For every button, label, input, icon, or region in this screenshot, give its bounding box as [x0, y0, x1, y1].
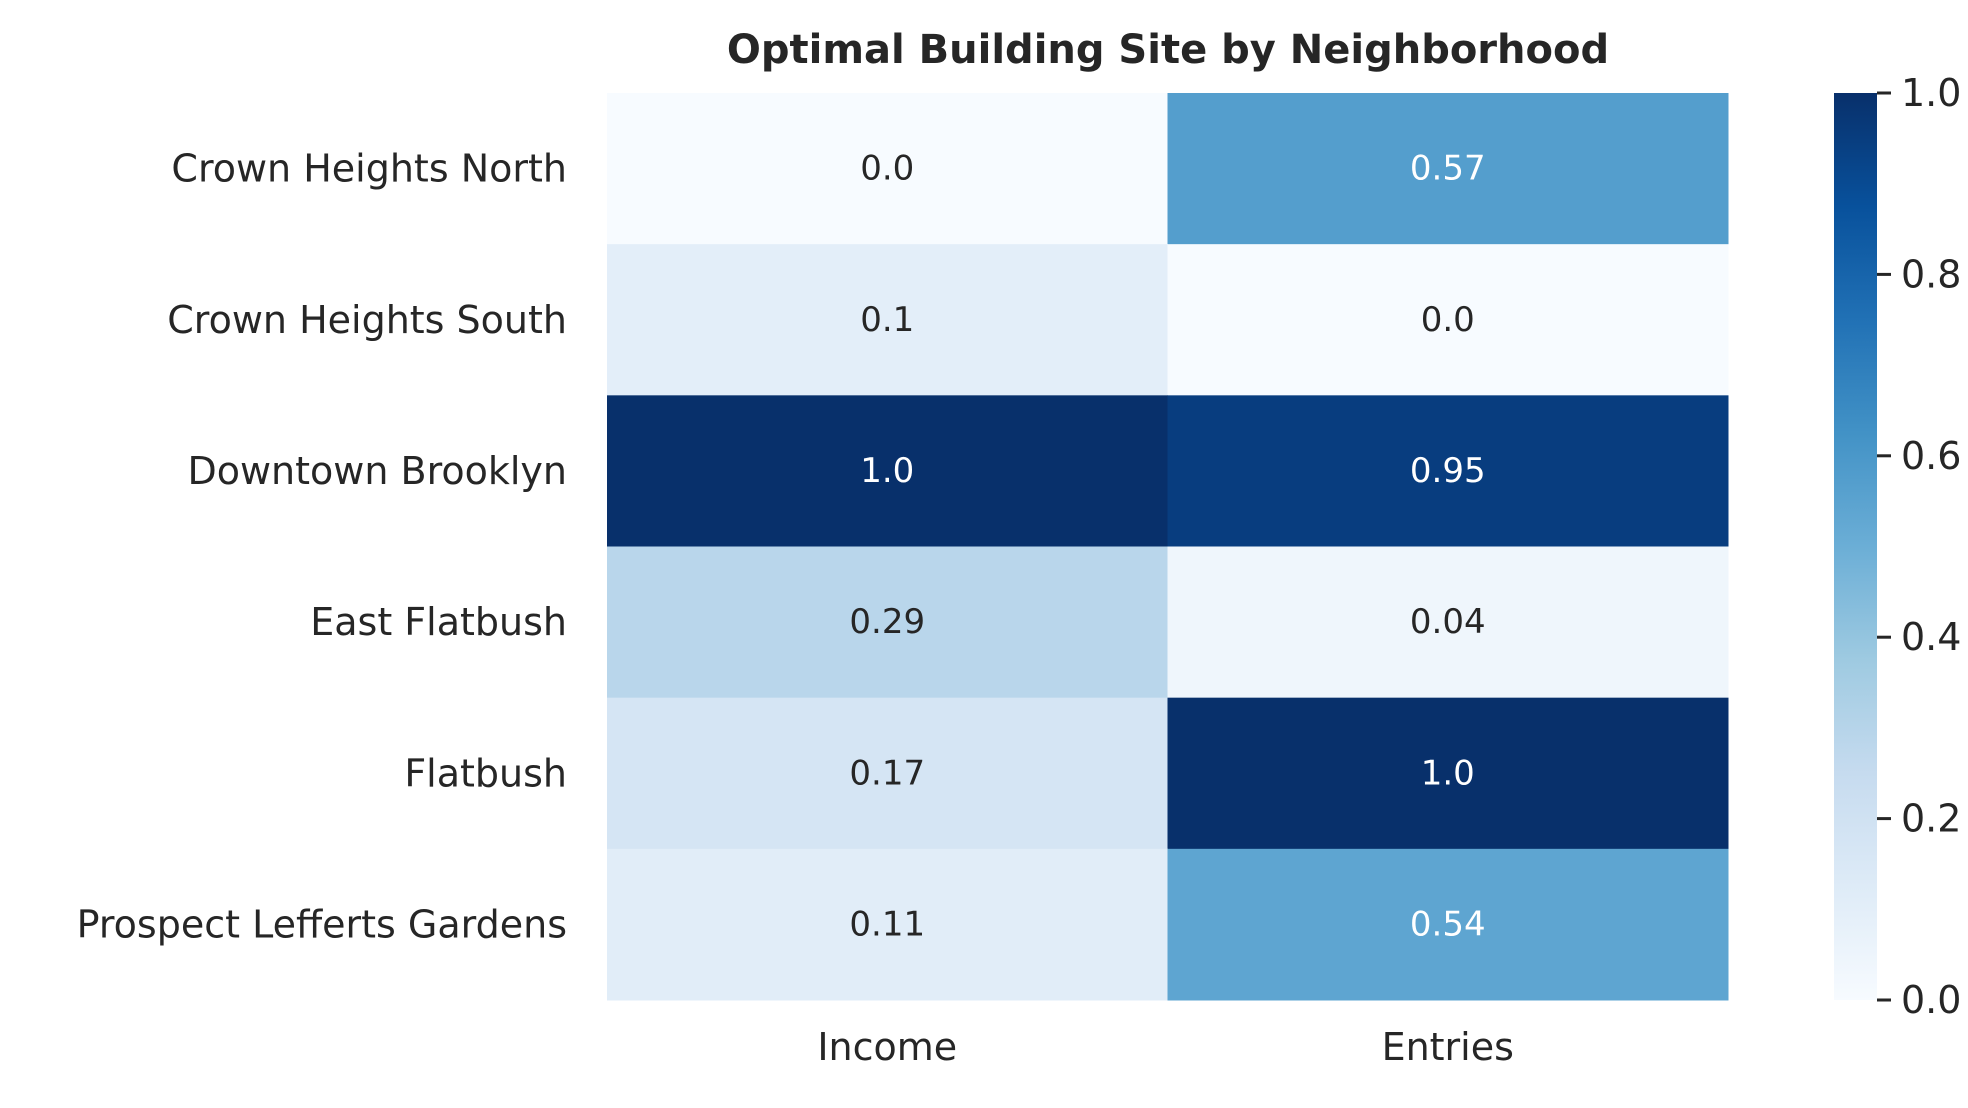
- heatmap-cell-east-flatbush-income: [607, 546, 1168, 699]
- heatmap-cell-prospect-lefferts-gardens-income: [607, 848, 1168, 1001]
- heatmap-cell-prospect-lefferts-gardens-entries: [1167, 848, 1729, 1001]
- heatmap-cell-crown-heights-north-income: [607, 93, 1168, 245]
- heatmap-cell-downtown-brooklyn-entries: [1167, 395, 1729, 547]
- heatmap-cells: [607, 93, 1729, 1001]
- cell-value-label: 0.1: [860, 300, 914, 340]
- cell-value-label: 0.95: [1410, 451, 1486, 491]
- heatmap-cell-crown-heights-south-income: [607, 244, 1168, 396]
- chart-title: Optimal Building Site by Neighborhood: [727, 27, 1609, 73]
- heatmap-cell-east-flatbush-entries: [1167, 546, 1729, 699]
- cell-value-labels: 0.0 0.57 0.1 0.0 1.0 0.95 0.29 0.04 0.17 1.0 0.11 0…: [849, 149, 1485, 945]
- column-label-entries: Entries: [1382, 1025, 1514, 1069]
- row-label-flatbush: Flatbush: [404, 751, 567, 795]
- cell-value-label: 1.0: [860, 451, 914, 491]
- colorbar-tick-label: 0.0: [1901, 978, 1961, 1022]
- cell-value-label: 0.04: [1410, 602, 1486, 642]
- row-label-crown-heights-south: Crown Heights South: [167, 298, 567, 342]
- heatmap-cell-flatbush-entries: [1167, 697, 1729, 850]
- colorbar: [1834, 93, 1877, 1000]
- cell-value-label: 0.0: [1421, 300, 1475, 340]
- cell-value-label: 0.57: [1410, 149, 1486, 189]
- colorbar-gradient: [1834, 93, 1877, 1000]
- heatmap-cell-crown-heights-north-entries: [1167, 93, 1729, 245]
- cell-value-label: 0.0: [860, 149, 914, 189]
- colorbar-ticks: 0.0 0.2 0.4 0.6 0.8 1.0: [1877, 71, 1961, 1022]
- heatmap-cell-flatbush-income: [607, 697, 1168, 850]
- colorbar-tick-label: 0.8: [1901, 252, 1961, 296]
- colorbar-tick-label: 0.4: [1901, 615, 1961, 659]
- colorbar-tick-label: 0.2: [1901, 797, 1961, 841]
- heatmap-cell-crown-heights-south-entries: [1167, 244, 1729, 396]
- cell-value-label: 0.29: [849, 602, 925, 642]
- cell-value-label: 0.54: [1410, 904, 1486, 944]
- colorbar-tick-label: 1.0: [1901, 71, 1961, 115]
- row-label-east-flatbush: East Flatbush: [310, 600, 567, 644]
- row-label-prospect-lefferts-gardens: Prospect Lefferts Gardens: [77, 902, 567, 946]
- row-label-downtown-brooklyn: Downtown Brooklyn: [187, 449, 567, 493]
- row-labels: Crown Heights North Crown Heights South Do…: [77, 147, 567, 947]
- cell-value-label: 0.17: [849, 753, 925, 793]
- column-label-income: Income: [817, 1025, 957, 1069]
- column-labels: Income Entries: [817, 1025, 1514, 1069]
- colorbar-tick-label: 0.6: [1901, 434, 1961, 478]
- row-label-crown-heights-north: Crown Heights North: [171, 147, 567, 191]
- heatmap-cell-downtown-brooklyn-income: [607, 395, 1168, 547]
- cell-value-label: 1.0: [1421, 753, 1475, 793]
- cell-value-label: 0.11: [849, 904, 925, 944]
